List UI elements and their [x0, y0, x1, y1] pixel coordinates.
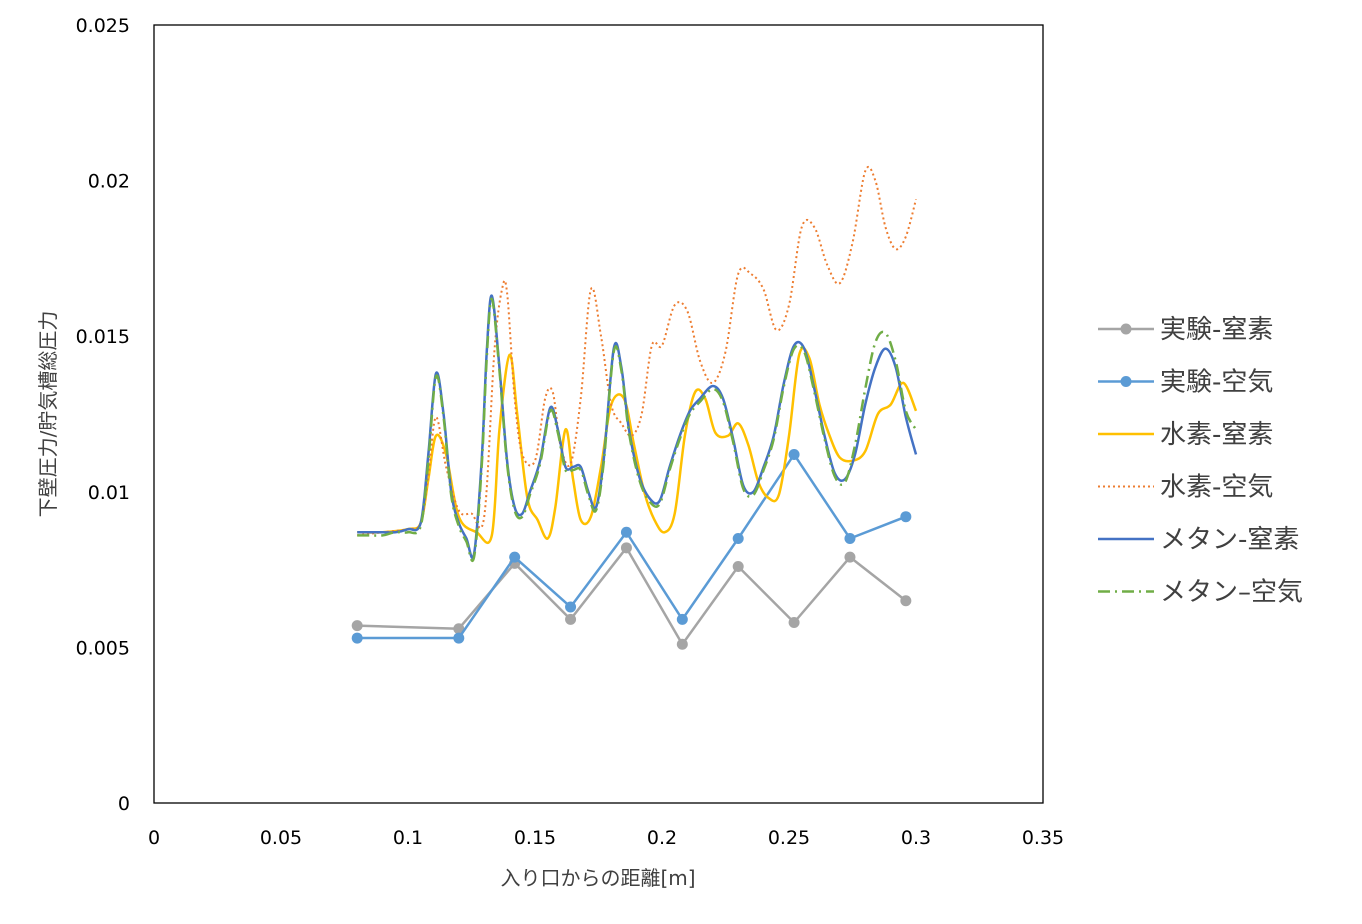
legend-label: 実験-窒素 — [1160, 315, 1273, 345]
y-tick-label: 0.01 — [88, 482, 130, 504]
x-axis-ticks: 0 0.05 0.1 0.15 0.2 0.25 0.3 0.35 — [148, 827, 1064, 849]
legend-entry: 実験-窒素 — [1098, 315, 1273, 345]
data-point — [565, 613, 577, 625]
y-axis-title: 下壁圧力/貯気槽総圧力 — [36, 311, 60, 518]
data-point — [844, 551, 856, 563]
series-layer — [351, 166, 918, 650]
plot-area-frame — [153, 24, 1044, 804]
y-tick-label: 0.025 — [76, 15, 130, 37]
legend-entry: 水素-空気 — [1098, 473, 1273, 503]
data-point — [620, 542, 632, 554]
data-point — [788, 448, 800, 460]
x-tick-label: 0.1 — [393, 827, 423, 849]
data-point — [565, 601, 577, 613]
x-tick-label: 0.35 — [1022, 827, 1064, 849]
series-line — [357, 297, 918, 562]
y-axis-ticks: 0 0.005 0.01 0.015 0.02 0.025 — [76, 15, 130, 815]
data-point — [788, 617, 800, 629]
data-point — [453, 632, 465, 644]
data-point — [351, 620, 363, 632]
data-point — [732, 532, 744, 544]
data-point — [620, 526, 632, 538]
legend-label: 水素-空気 — [1160, 473, 1273, 503]
legend-marker — [1120, 323, 1132, 335]
y-tick-label: 0.02 — [88, 171, 130, 193]
data-point — [900, 595, 912, 607]
legend-label: メタン-窒素 — [1160, 525, 1299, 555]
x-tick-label: 0 — [148, 827, 160, 849]
legend-label: 実験-空気 — [1160, 368, 1273, 398]
data-point — [676, 638, 688, 650]
series-line — [357, 453, 907, 640]
data-point — [453, 623, 465, 635]
series-6 — [357, 297, 918, 562]
legend-entry: メタン–空気 — [1098, 578, 1303, 608]
y-tick-label: 0.015 — [76, 326, 130, 348]
x-axis-title: 入り口からの距離[m] — [500, 866, 695, 890]
data-point — [676, 613, 688, 625]
data-point — [351, 632, 363, 644]
legend-marker — [1120, 376, 1132, 387]
data-point — [732, 560, 744, 572]
y-tick-label: 0.005 — [76, 637, 130, 659]
legend-entry: 水素-窒素 — [1098, 420, 1273, 450]
legend-entry: メタン-窒素 — [1098, 525, 1299, 555]
x-tick-label: 0.05 — [260, 827, 302, 849]
data-point — [900, 511, 912, 523]
data-point — [844, 532, 856, 544]
series-2 — [351, 448, 912, 644]
x-tick-label: 0.3 — [901, 827, 931, 849]
x-tick-label: 0.25 — [768, 827, 810, 849]
legend-label: 水素-窒素 — [1160, 420, 1273, 450]
x-tick-label: 0.2 — [647, 827, 677, 849]
legend-label: メタン–空気 — [1160, 578, 1303, 608]
series-1 — [351, 542, 912, 650]
data-point — [509, 551, 521, 563]
y-tick-label: 0 — [118, 793, 130, 815]
x-tick-label: 0.15 — [514, 827, 556, 849]
legend-entry: 実験-空気 — [1098, 368, 1273, 398]
